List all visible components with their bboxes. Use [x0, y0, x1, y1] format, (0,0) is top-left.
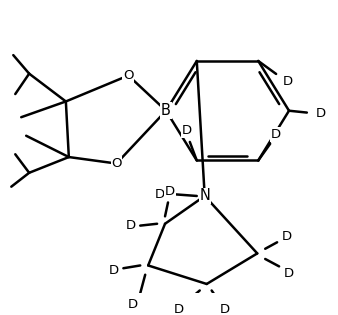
- Text: D: D: [282, 230, 292, 243]
- Text: D: D: [125, 219, 136, 232]
- Text: D: D: [108, 264, 119, 277]
- Text: D: D: [128, 298, 138, 311]
- Text: D: D: [182, 124, 192, 137]
- Text: D: D: [174, 303, 184, 315]
- Text: D: D: [284, 267, 294, 280]
- Text: O: O: [123, 69, 134, 82]
- Text: D: D: [283, 75, 293, 88]
- Text: D: D: [165, 185, 175, 198]
- Text: D: D: [316, 107, 326, 120]
- Text: D: D: [155, 188, 165, 201]
- Text: B: B: [161, 103, 171, 118]
- Text: D: D: [219, 303, 230, 315]
- Text: D: D: [271, 128, 281, 141]
- Text: N: N: [199, 188, 210, 203]
- Text: O: O: [111, 157, 122, 170]
